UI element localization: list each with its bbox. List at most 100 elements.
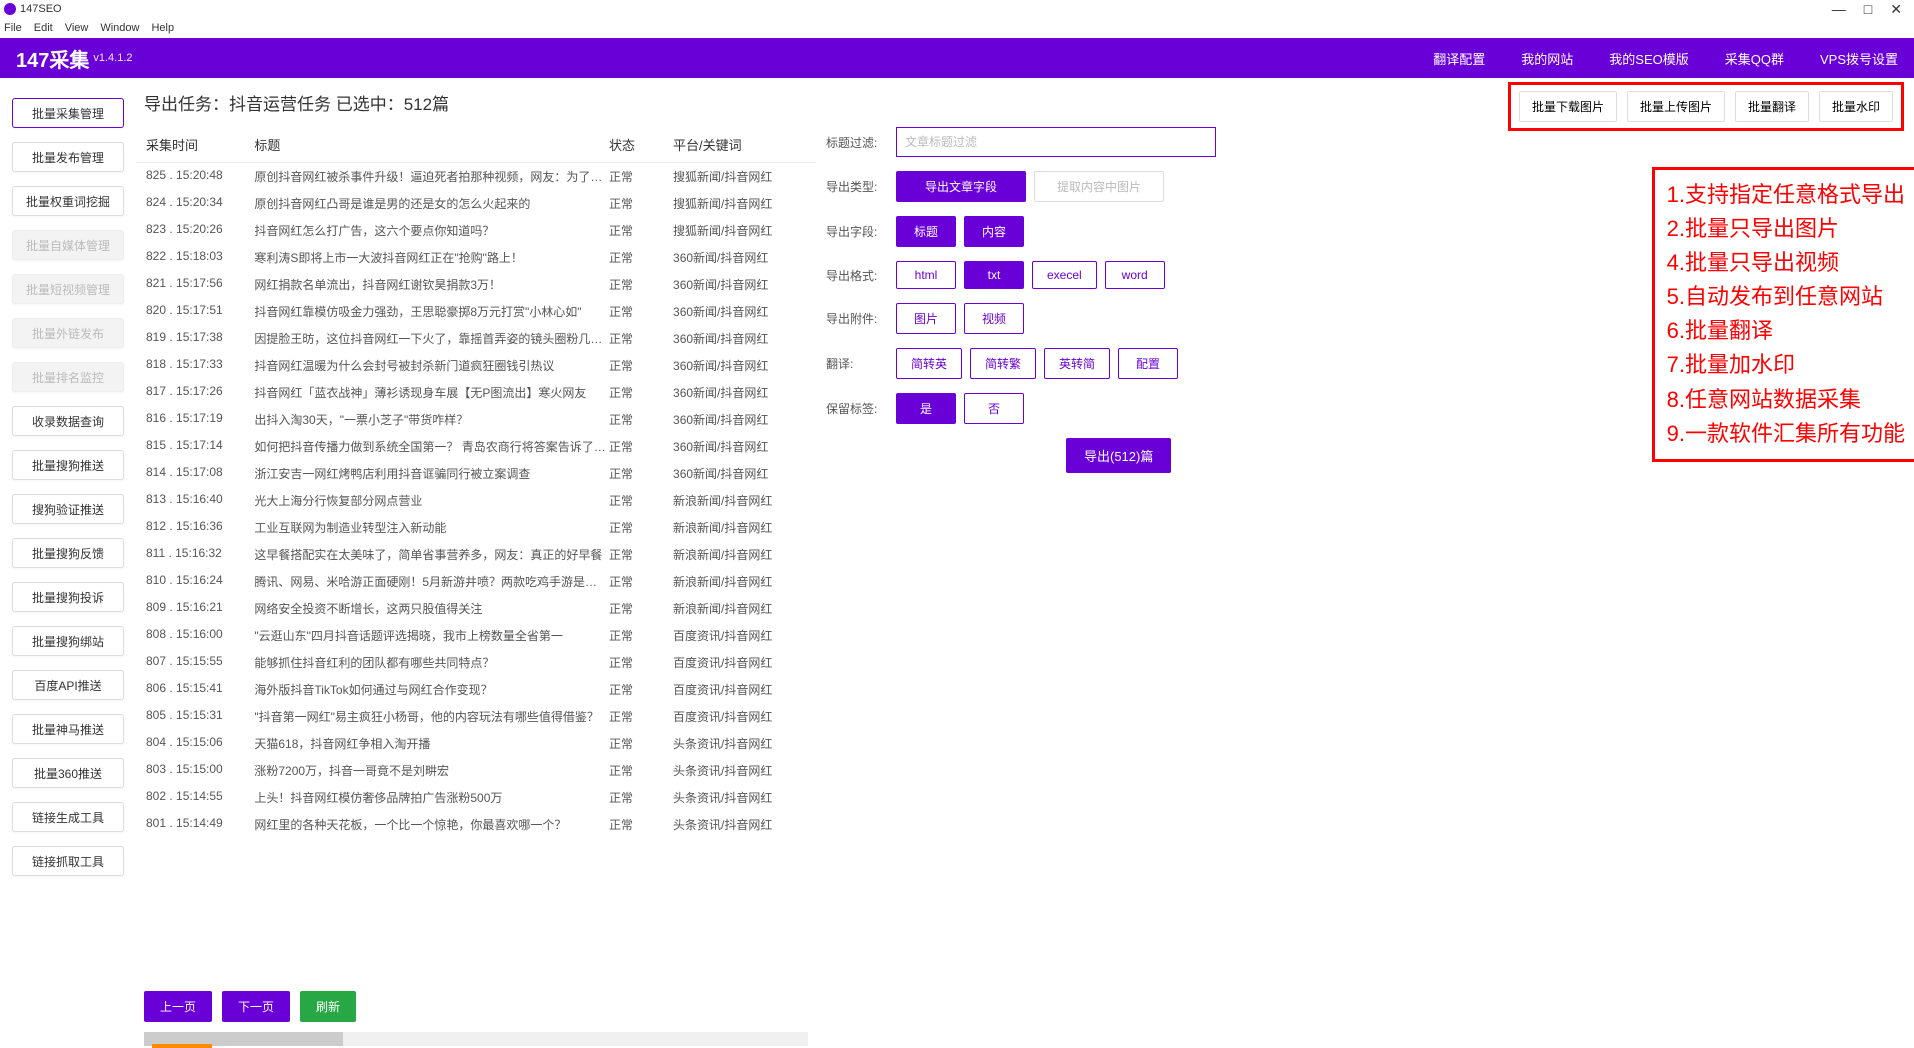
table-row[interactable]: 811 . 15:16:32这早餐搭配实在太美味了，简单省事营养多，网友：真正的… (136, 541, 816, 568)
export-format-options-option-3[interactable]: word (1105, 261, 1165, 289)
nav-my-sites[interactable]: 我的网站 (1521, 49, 1573, 68)
table-row[interactable]: 818 . 15:17:33抖音网红温暖为什么会封号被封杀新门道疯狂圈钱引热议正… (136, 352, 816, 379)
table-row[interactable]: 825 . 15:20:48原创抖音网红被杀事件升级！逼迫死者拍那种视频，网友：… (136, 163, 816, 190)
export-attach-options-option-0[interactable]: 图片 (896, 303, 956, 334)
export-format-options-option-0[interactable]: html (896, 261, 956, 289)
table-row[interactable]: 816 . 15:17:19出抖入淘30天，"一票小芝子"带货咋样？正常360新… (136, 406, 816, 433)
nav-translate-config[interactable]: 翻译配置 (1433, 49, 1485, 68)
sidebar-item-7[interactable]: 收录数据查询 (12, 406, 124, 436)
table-row[interactable]: 803 . 15:15:00涨粉7200万，抖音一哥竟不是刘畊宏正常头条资讯/抖… (136, 757, 816, 784)
menubar: File Edit View Window Help (0, 18, 1914, 38)
sidebar-item-9[interactable]: 搜狗验证推送 (12, 494, 124, 524)
table-body[interactable]: 825 . 15:20:48原创抖音网红被杀事件升级！逼迫死者拍那种视频，网友：… (136, 163, 816, 981)
sidebar-item-13[interactable]: 百度API推送 (12, 670, 124, 700)
app-icon (4, 3, 16, 15)
menu-edit[interactable]: Edit (34, 22, 53, 34)
sidebar-item-0[interactable]: 批量采集管理 (12, 98, 124, 128)
export-type-options-option-1[interactable]: 提取内容中图片 (1034, 171, 1164, 202)
close-icon[interactable]: ✕ (1890, 1, 1902, 18)
sidebar-item-1[interactable]: 批量发布管理 (12, 142, 124, 172)
export-attach-options-option-1[interactable]: 视频 (964, 303, 1024, 334)
table-row[interactable]: 820 . 15:17:51抖音网红靠模仿吸金力强劲，王思聪豪掷8万元打赏"小林… (136, 298, 816, 325)
table-row[interactable]: 821 . 15:17:56网红捐款名单流出，抖音网红谢钦昊捐款3万！正常360… (136, 271, 816, 298)
sidebar-item-16[interactable]: 链接生成工具 (12, 802, 124, 832)
minimize-icon[interactable]: — (1832, 1, 1846, 18)
table-row[interactable]: 814 . 15:17:08浙江安吉一网红烤鸭店利用抖音诓骗同行被立案调查正常3… (136, 460, 816, 487)
cell-title: 原创抖音网红被杀事件升级！逼迫死者拍那种视频，网友：为了红没底线 (254, 168, 609, 185)
export-format-options-option-2[interactable]: execel (1032, 261, 1097, 289)
sidebar-item-3: 批量自媒体管理 (12, 230, 124, 260)
sidebar-item-15[interactable]: 批量360推送 (12, 758, 124, 788)
next-page-button[interactable]: 下一页 (222, 991, 290, 1022)
translate-label: 翻译: (826, 355, 896, 372)
table-row[interactable]: 822 . 15:18:03寒利涛S即将上市一大波抖音网红正在"抢购"路上！正常… (136, 244, 816, 271)
translate-options-option-2[interactable]: 英转简 (1044, 348, 1110, 379)
nav-qq-group[interactable]: 采集QQ群 (1725, 49, 1784, 68)
menu-file[interactable]: File (4, 22, 22, 34)
table-row[interactable]: 808 . 15:16:00"云逛山东"四月抖音话题评选揭晓，我市上榜数量全省第… (136, 622, 816, 649)
batch-translate-button[interactable]: 批量翻译 (1735, 91, 1809, 122)
export-fields-label: 导出字段: (826, 223, 896, 240)
keep-tags-options-option-0[interactable]: 是 (896, 393, 956, 424)
col-header-time[interactable]: 采集时间 (146, 135, 254, 154)
batch-download-images-button[interactable]: 批量下载图片 (1519, 91, 1617, 122)
table-row[interactable]: 819 . 15:17:38因提脸王昉，这位抖音网红一下火了，靠摇首弄姿的镜头圈… (136, 325, 816, 352)
sidebar-item-14[interactable]: 批量神马推送 (12, 714, 124, 744)
cell-title: 抖音网红怎么打广告，这六个要点你知道吗？ (254, 222, 609, 239)
table-row[interactable]: 813 . 15:16:40光大上海分行恢复部分网点营业正常新浪新闻/抖音网红 (136, 487, 816, 514)
translate-options-option-0[interactable]: 简转英 (896, 348, 962, 379)
cell-status: 正常 (609, 762, 673, 779)
table-row[interactable]: 802 . 15:14:55上头！抖音网红模仿奢侈品牌拍广告涨粉500万正常头条… (136, 784, 816, 811)
nav-seo-templates[interactable]: 我的SEO模版 (1609, 49, 1688, 68)
table-row[interactable]: 810 . 15:16:24腾讯、网易、米哈游正面硬刚！5月新游井喷？两款吃鸡手… (136, 568, 816, 595)
app-version: v1.4.1.2 (93, 52, 132, 64)
cell-platform: 头条资讯/抖音网红 (673, 789, 806, 806)
table-row[interactable]: 812 . 15:16:36工业互联网为制造业转型注入新动能正常新浪新闻/抖音网… (136, 514, 816, 541)
table-row[interactable]: 806 . 15:15:41海外版抖音TikTok如何通过与网红合作变现？正常百… (136, 676, 816, 703)
menu-help[interactable]: Help (151, 22, 174, 34)
sidebar-item-2[interactable]: 批量权重词挖掘 (12, 186, 124, 216)
batch-watermark-button[interactable]: 批量水印 (1819, 91, 1893, 122)
refresh-button[interactable]: 刷新 (300, 991, 356, 1022)
col-header-platform[interactable]: 平台/关键词 (673, 135, 806, 154)
table-row[interactable]: 805 . 15:15:31"抖音第一网红"易主疯狂小杨哥，他的内容玩法有哪些值… (136, 703, 816, 730)
cell-status: 正常 (609, 222, 673, 239)
table-row[interactable]: 804 . 15:15:06天猫618，抖音网红争相入淘开播正常头条资讯/抖音网… (136, 730, 816, 757)
cell-title: 工业互联网为制造业转型注入新动能 (254, 519, 609, 536)
table-row[interactable]: 801 . 15:14:49网红里的各种天花板，一个比一个惊艳，你最喜欢哪一个？… (136, 811, 816, 838)
export-fields-options-option-1[interactable]: 内容 (964, 216, 1024, 247)
export-format-options-option-1[interactable]: txt (964, 261, 1024, 289)
keep-tags-options-option-1[interactable]: 否 (964, 393, 1024, 424)
cell-platform: 新浪新闻/抖音网红 (673, 492, 806, 509)
sidebar-item-11[interactable]: 批量搜狗投诉 (12, 582, 124, 612)
app-header: 147采集 v1.4.1.2 翻译配置 我的网站 我的SEO模版 采集QQ群 V… (0, 38, 1914, 78)
table-row[interactable]: 823 . 15:20:26抖音网红怎么打广告，这六个要点你知道吗？正常搜狐新闻… (136, 217, 816, 244)
sidebar-item-17[interactable]: 链接抓取工具 (12, 846, 124, 876)
table-row[interactable]: 815 . 15:17:14如何把抖音传播力做到系统全国第一？ 青岛农商行将答案… (136, 433, 816, 460)
maximize-icon[interactable]: □ (1864, 1, 1872, 18)
sidebar-item-10[interactable]: 批量搜狗反馈 (12, 538, 124, 568)
export-fields-options-option-0[interactable]: 标题 (896, 216, 956, 247)
sidebar-item-12[interactable]: 批量搜狗绑站 (12, 626, 124, 656)
title-filter-input[interactable] (896, 127, 1216, 157)
batch-upload-images-button[interactable]: 批量上传图片 (1627, 91, 1725, 122)
table-row[interactable]: 824 . 15:20:34原创抖音网红凸哥是谁是男的还是女的怎么火起来的正常搜… (136, 190, 816, 217)
export-type-options-option-0[interactable]: 导出文章字段 (896, 171, 1026, 202)
col-header-status[interactable]: 状态 (609, 135, 673, 154)
table-row[interactable]: 817 . 15:17:26抖音网红「蓝衣战神」薄衫诱现身车展【无P图流出】寒火… (136, 379, 816, 406)
nav-vps-dial[interactable]: VPS拨号设置 (1820, 49, 1898, 68)
feature-line-1: 2.批量只导出图片 (1667, 212, 1905, 246)
table-row[interactable]: 809 . 15:16:21网络安全投资不断增长，这两只股值得关注正常新浪新闻/… (136, 595, 816, 622)
col-header-title[interactable]: 标题 (254, 135, 609, 154)
table-row[interactable]: 807 . 15:15:55能够抓住抖音红利的团队都有哪些共同特点？正常百度资讯… (136, 649, 816, 676)
menu-view[interactable]: View (65, 22, 89, 34)
cell-time: 808 . 15:16:00 (146, 627, 254, 644)
export-button[interactable]: 导出(512)篇 (1066, 438, 1171, 473)
translate-options-option-3[interactable]: 配置 (1118, 348, 1178, 379)
prev-page-button[interactable]: 上一页 (144, 991, 212, 1022)
sidebar-item-8[interactable]: 批量搜狗推送 (12, 450, 124, 480)
translate-options-option-1[interactable]: 简转繁 (970, 348, 1036, 379)
menu-window[interactable]: Window (100, 22, 139, 34)
cell-status: 正常 (609, 816, 673, 833)
horizontal-scrollbar[interactable] (144, 1032, 808, 1046)
